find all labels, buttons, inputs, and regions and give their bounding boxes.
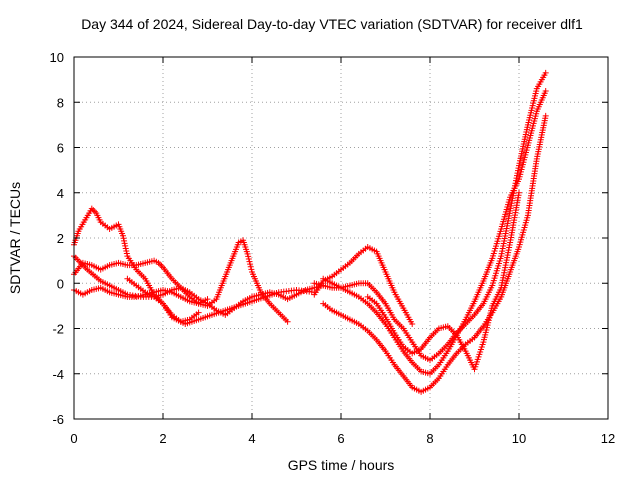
x-axis-label: GPS time / hours bbox=[288, 457, 395, 473]
chart-title: Day 344 of 2024, Sidereal Day-to-day VTE… bbox=[81, 16, 583, 32]
series-sat-g bbox=[320, 112, 549, 395]
data-point bbox=[247, 263, 254, 270]
data-point bbox=[122, 242, 129, 249]
data-point bbox=[409, 320, 416, 327]
data-point bbox=[247, 261, 254, 268]
grid bbox=[74, 57, 608, 419]
data-point bbox=[121, 240, 128, 247]
data-point bbox=[246, 258, 253, 265]
y-tick-label: -6 bbox=[52, 412, 64, 427]
series-layer bbox=[71, 69, 549, 395]
data-point bbox=[516, 189, 522, 196]
data-point bbox=[245, 256, 252, 263]
y-tick-label: 6 bbox=[57, 141, 64, 156]
data-point bbox=[542, 87, 549, 94]
x-tick-label: 6 bbox=[337, 431, 344, 446]
data-point bbox=[119, 232, 126, 239]
series-sat-i bbox=[311, 69, 549, 364]
data-point bbox=[245, 253, 252, 260]
x-tick-label: 0 bbox=[70, 431, 77, 446]
axis-ticks: 0 2 4 6 8 10 12 -6 -4 -2 0 2 4 6 8 10 bbox=[50, 50, 616, 446]
y-tick-label: 10 bbox=[50, 50, 64, 65]
data-point bbox=[248, 266, 255, 273]
y-tick-label: -4 bbox=[52, 367, 64, 382]
data-point bbox=[120, 235, 127, 242]
data-point bbox=[284, 318, 291, 325]
y-tick-label: 4 bbox=[57, 186, 64, 201]
y-tick-label: 8 bbox=[57, 95, 64, 110]
data-point bbox=[122, 245, 129, 252]
x-tick-label: 10 bbox=[512, 431, 526, 446]
y-axis-label: SDTVAR / TECUs bbox=[7, 182, 23, 294]
series-sat-c bbox=[71, 237, 291, 325]
data-point bbox=[542, 112, 549, 119]
data-point bbox=[121, 237, 128, 244]
series-sat-j bbox=[364, 189, 522, 373]
data-point bbox=[123, 248, 130, 255]
y-tick-label: 2 bbox=[57, 231, 64, 246]
x-tick-label: 8 bbox=[426, 431, 433, 446]
data-point bbox=[123, 250, 130, 257]
y-tick-label: -2 bbox=[52, 322, 64, 337]
x-tick-label: 4 bbox=[248, 431, 255, 446]
data-point bbox=[542, 69, 549, 76]
x-tick-label: 2 bbox=[159, 431, 166, 446]
x-tick-label: 12 bbox=[601, 431, 615, 446]
y-tick-label: 0 bbox=[57, 276, 64, 291]
data-point bbox=[244, 250, 251, 257]
data-point bbox=[195, 309, 202, 316]
